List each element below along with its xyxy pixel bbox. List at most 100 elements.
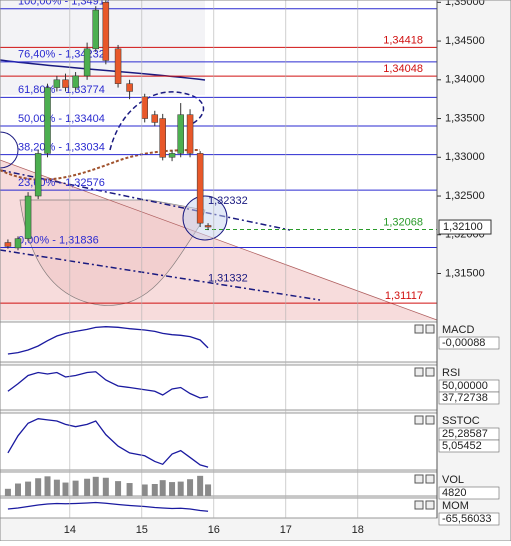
trend-line	[0, 159, 438, 321]
last-price-label: 1,32100	[443, 221, 483, 233]
volume-bar	[44, 476, 51, 496]
volume-bar	[35, 478, 42, 496]
candle-body	[204, 225, 212, 228]
indicator-name: VOL	[442, 474, 464, 486]
indicator-line	[7, 418, 209, 468]
candle-body	[53, 79, 61, 88]
indicator-name: SSTOC	[442, 415, 480, 427]
volume-bar	[169, 482, 176, 496]
candle-body	[72, 75, 79, 88]
volume-bar	[177, 481, 184, 496]
volume-bar	[197, 475, 204, 496]
moving-average	[0, 59, 206, 81]
indicator-line	[7, 371, 209, 399]
x-tick-label: 18	[352, 524, 364, 536]
volume-bar	[126, 483, 133, 496]
candle-body	[126, 83, 133, 92]
candle-body	[34, 153, 42, 197]
volume-bar	[159, 480, 166, 496]
x-tick-label: 15	[136, 524, 148, 536]
pane-button	[414, 367, 424, 377]
volume-bar	[84, 478, 91, 496]
fib-label: 0,00% - 1,31836	[18, 234, 99, 246]
readout-label: -65,56033	[442, 513, 492, 525]
candle-body	[24, 195, 32, 239]
marker-circle	[0, 131, 19, 169]
y-tick-label: 1,34000	[445, 74, 485, 86]
indicator-name: MACD	[442, 324, 474, 336]
y-tick-label: 1,31500	[445, 267, 485, 279]
pane-button	[425, 324, 435, 334]
moving-average	[0, 149, 201, 181]
candle-body	[62, 79, 69, 88]
candle-body	[92, 9, 100, 50]
volume-bar	[53, 479, 60, 496]
volume-bar	[72, 480, 79, 496]
marker-circle	[182, 195, 228, 241]
volume-bar	[102, 477, 109, 496]
candle-body	[4, 242, 12, 247]
candle-body	[102, 2, 110, 61]
trend-line	[0, 249, 321, 301]
x-tick-label: 14	[64, 524, 76, 536]
fib-label: 23,60% - 1,32576	[18, 177, 105, 189]
readout-label: -0,00088	[442, 337, 485, 349]
volume-bar	[141, 484, 148, 496]
last-price-box	[438, 219, 492, 235]
y-tick-label: 1,34500	[445, 35, 485, 47]
volume-bar	[92, 476, 99, 496]
readout-box	[438, 439, 500, 453]
candle-body	[141, 96, 148, 119]
level-label: 1,32068	[383, 216, 423, 228]
fib-label: 76,40% - 1,34232	[18, 49, 105, 61]
volume-bar	[4, 488, 11, 496]
pane-button	[414, 415, 424, 425]
readout-label: 5,05452	[442, 440, 482, 452]
fib-label: 100,00% - 1,34917	[18, 0, 111, 8]
readout-label: 37,72738	[442, 392, 488, 404]
candle-body	[44, 87, 51, 154]
readout-box	[438, 336, 500, 350]
candle-body	[177, 114, 184, 154]
volume-bar	[25, 481, 32, 496]
indicator-pane	[0, 412, 438, 471]
volume-bar	[187, 479, 194, 496]
volume-bar	[62, 482, 69, 496]
readout-label: 4820	[442, 487, 466, 499]
x-tick-label: 17	[280, 524, 292, 536]
volume-bar	[14, 483, 21, 496]
indicator-pane	[0, 497, 438, 519]
readout-label: 50,00000	[442, 380, 488, 392]
pane-button	[414, 474, 424, 484]
candle-body	[14, 238, 22, 249]
pane-button	[425, 500, 435, 510]
volume-bar	[115, 481, 122, 496]
fib-label: 38,20% - 1,33034	[18, 142, 105, 154]
readout-box	[438, 486, 500, 500]
indicator-pane	[0, 321, 438, 363]
pane-button	[414, 324, 424, 334]
volume-bar	[151, 484, 158, 496]
indicator-pane	[0, 364, 438, 411]
volume-bar	[205, 484, 212, 496]
candle-body	[159, 118, 166, 158]
indicator-line	[7, 326, 209, 355]
y-tick-label: 1,35000	[445, 0, 485, 8]
level-label: 1,31117	[385, 290, 423, 302]
pane-button	[425, 415, 435, 425]
candle-body	[196, 153, 204, 224]
candle-body	[168, 153, 176, 158]
level-label: 1,34418	[383, 34, 423, 46]
indicator-line	[7, 501, 209, 512]
annotation: 1,31332	[208, 272, 248, 284]
readout-box	[438, 391, 500, 405]
candle-body	[83, 48, 91, 77]
x-tick-label: 16	[208, 524, 220, 536]
annotation: 1,32332	[208, 195, 248, 207]
readout-box	[438, 512, 500, 526]
indicator-name: RSI	[442, 367, 460, 379]
pane-button	[414, 500, 424, 510]
readout-label: 25,28587	[442, 428, 488, 440]
shaded-region	[19, 199, 206, 306]
